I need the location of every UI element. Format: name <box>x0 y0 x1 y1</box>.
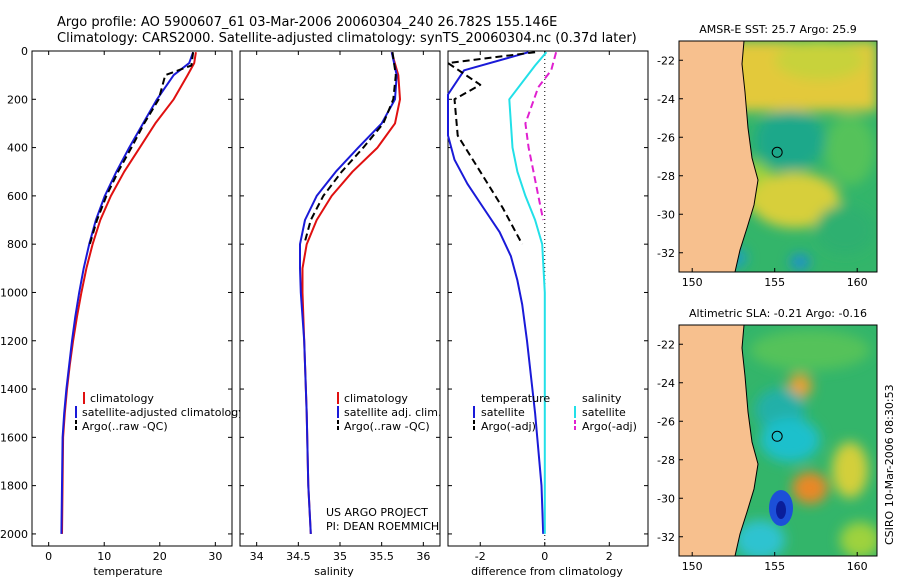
difference-x-label: difference from climatology <box>471 565 623 578</box>
temperature-y-ticks: 0 200 400 600 800 1000 1200 1400 1600 1800 2000 <box>0 45 28 541</box>
map-y-tick-label: -22 <box>657 338 675 351</box>
sst-map-x-ticks: 150 155 160 <box>682 268 868 289</box>
map-x-tick-label: 155 <box>764 276 785 289</box>
sst-map-panel: AMSR-E SST: 25.7 Argo: 25.9 150 155 160 -2… <box>657 23 878 289</box>
sla-map-panel: Altimetric SLA: -0.21 Argo: -0.16 150 155… <box>657 307 878 573</box>
legend-label-satellite: satellite-adjusted climatology <box>82 406 245 419</box>
temperature-x-ticks: 0 10 20 30 <box>32 50 232 563</box>
series-line-temperature-satellite <box>447 51 545 534</box>
salinity-legend: climatology satellite adj. clim. Argo(..… <box>337 392 441 433</box>
salinity-panel: 34 34.5 35 35.5 36 salinity climatology sate… <box>239 50 441 578</box>
series-line-satellite-adjusted-climatology <box>60 51 195 534</box>
difference-panel: -2 0 2 difference from climatology tempera… <box>447 50 649 578</box>
series-line-salinity-argo-adj- <box>524 51 558 221</box>
x-tick-label: 20 <box>153 550 167 563</box>
map-x-tick-label: 150 <box>682 276 703 289</box>
temperature-legend: climatology satellite-adjusted climatolo… <box>75 392 245 433</box>
series-line-argo-raw-qc- <box>303 52 397 245</box>
legend-label-sal-satellite: satellite <box>582 406 626 419</box>
sla-map-field <box>679 325 877 556</box>
x-tick-label: 34.5 <box>286 550 311 563</box>
temperature-panel: 0 200 400 600 800 1000 1200 1400 1600 1800 2000 0 1… <box>0 45 245 578</box>
y-tick-label: 1600 <box>0 431 28 444</box>
y-tick-label: 0 <box>21 45 28 58</box>
map-x-tick-label: 155 <box>764 560 785 573</box>
x-tick-label: 36 <box>416 550 430 563</box>
x-tick-label: -2 <box>475 550 486 563</box>
map-y-tick-label: -28 <box>657 170 675 183</box>
csiro-timestamp: CSIRO 10-Mar-2006 08:30:53 <box>883 384 896 545</box>
salinity-lines <box>299 51 401 534</box>
salinity-axes-frame <box>239 50 441 547</box>
y-tick-label: 200 <box>7 93 28 106</box>
x-tick-label: 35.5 <box>369 550 394 563</box>
x-tick-label: 30 <box>208 550 222 563</box>
y-tick-label: 1800 <box>0 480 28 493</box>
sla-map-y-ticks: -22 -24 -26 -28 -30 -32 <box>657 338 683 544</box>
sst-argo-location-marker <box>771 146 783 158</box>
sst-map-y-ticks: -22 -24 -26 -28 -30 -32 <box>657 54 683 260</box>
map-y-tick-label: -32 <box>657 247 675 260</box>
y-tick-label: 400 <box>7 142 28 155</box>
map-x-tick-label: 160 <box>847 276 868 289</box>
map-y-tick-label: -22 <box>657 54 675 67</box>
x-tick-label: 10 <box>97 550 111 563</box>
legend-label-sal-argo: Argo(-adj) <box>582 420 637 433</box>
difference-lines <box>447 51 558 534</box>
figure-title-line2: Climatology: CARS2000. Satellite-adjuste… <box>57 31 637 46</box>
map-y-tick-label: -30 <box>657 208 675 221</box>
x-tick-label: 2 <box>606 550 613 563</box>
y-tick-label: 1400 <box>0 383 28 396</box>
x-tick-label: 34 <box>250 550 264 563</box>
sst-map-title: AMSR-E SST: 25.7 Argo: 25.9 <box>699 23 857 36</box>
figure-title-line1: Argo profile: AO 5900607_61 03-Mar-2006 … <box>57 15 557 30</box>
salinity-x-label: salinity <box>314 565 354 578</box>
y-tick-label: 1200 <box>0 335 28 348</box>
map-y-tick-label: -26 <box>657 415 675 428</box>
legend-label-climatology: climatology <box>344 392 408 405</box>
map-y-tick-label: -30 <box>657 492 675 505</box>
sla-argo-location-marker <box>771 430 783 442</box>
map-y-tick-label: -28 <box>657 454 675 467</box>
legend-label-temp-argo: Argo(-adj) <box>481 420 536 433</box>
legend-label-argo: Argo(..raw -QC) <box>82 420 168 433</box>
y-tick-label: 800 <box>7 238 28 251</box>
x-tick-label: 35 <box>333 550 347 563</box>
map-x-tick-label: 150 <box>682 560 703 573</box>
map-y-tick-label: -24 <box>657 377 675 390</box>
legend-label-argo: Argo(..raw -QC) <box>344 420 430 433</box>
legend-label-climatology: climatology <box>90 392 154 405</box>
difference-legend: temperature salinity satellite Argo(-adj… <box>473 392 637 433</box>
map-y-tick-label: -24 <box>657 93 675 106</box>
temperature-x-label: temperature <box>93 565 162 578</box>
x-tick-label: 0 <box>541 550 548 563</box>
temperature-axes-frame <box>31 50 233 547</box>
legend-header-temperature: temperature <box>481 392 550 405</box>
x-tick-label: 0 <box>45 550 52 563</box>
map-y-tick-label: -32 <box>657 531 675 544</box>
series-line-salinity-satellite <box>508 51 548 534</box>
project-note-line1: US ARGO PROJECT <box>326 506 428 519</box>
salinity-x-ticks: 34 34.5 35 35.5 36 <box>240 50 440 563</box>
map-x-tick-label: 160 <box>847 560 868 573</box>
difference-axes-frame <box>447 50 649 547</box>
map-y-tick-label: -26 <box>657 131 675 144</box>
legend-label-temp-satellite: satellite <box>481 406 525 419</box>
y-tick-label: 2000 <box>0 528 28 541</box>
y-tick-label: 1000 <box>0 286 28 299</box>
sla-map-title: Altimetric SLA: -0.21 Argo: -0.16 <box>689 307 867 320</box>
series-line-temperature-argo-adj- <box>447 51 536 245</box>
y-tick-label: 600 <box>7 190 28 203</box>
sla-map-x-ticks: 150 155 160 <box>682 552 868 573</box>
series-line-argo-raw-qc- <box>88 52 195 245</box>
project-note-line2: PI: DEAN ROEMMICH <box>326 520 439 533</box>
difference-x-ticks: -2 0 2 <box>448 50 648 563</box>
legend-label-satellite: satellite adj. clim. <box>344 406 441 419</box>
temperature-lines <box>60 51 197 534</box>
sst-map-field <box>679 41 877 272</box>
legend-header-salinity: salinity <box>582 392 622 405</box>
